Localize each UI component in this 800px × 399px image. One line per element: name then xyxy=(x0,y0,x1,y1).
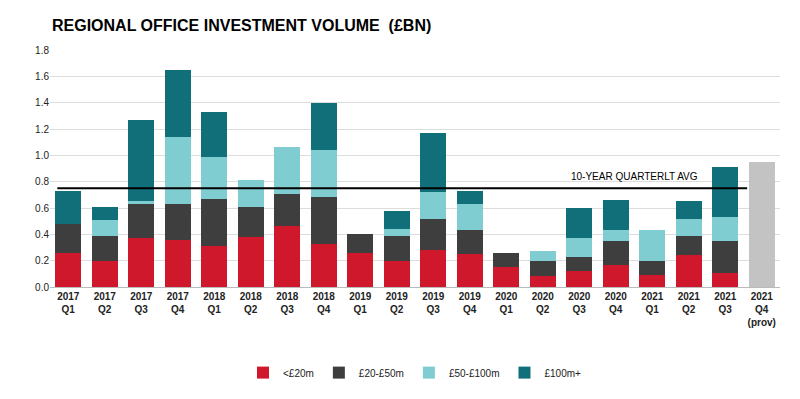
svg-text:2021Q3: 2021Q3 xyxy=(714,291,737,315)
svg-text:2019Q1: 2019Q1 xyxy=(349,291,372,315)
svg-text:0.2: 0.2 xyxy=(35,255,49,266)
svg-text:2021Q2: 2021Q2 xyxy=(678,291,701,315)
svg-text:0.8: 0.8 xyxy=(35,176,49,187)
svg-text:1.0: 1.0 xyxy=(35,150,49,161)
svg-text:2020Q1: 2020Q1 xyxy=(495,291,518,315)
svg-text:2020Q3: 2020Q3 xyxy=(568,291,591,315)
svg-text:2017Q4: 2017Q4 xyxy=(167,291,190,315)
svg-text:£50-£100m: £50-£100m xyxy=(449,368,500,379)
svg-text:2018Q4: 2018Q4 xyxy=(313,291,336,315)
svg-text:1.2: 1.2 xyxy=(35,124,49,135)
svg-text:0.6: 0.6 xyxy=(35,203,49,214)
svg-text:<£20m: <£20m xyxy=(283,368,314,379)
svg-text:0.4: 0.4 xyxy=(35,229,49,240)
svg-text:2021Q1: 2021Q1 xyxy=(641,291,664,315)
svg-text:2019Q2: 2019Q2 xyxy=(386,291,409,315)
svg-text:2017Q2: 2017Q2 xyxy=(94,291,117,315)
svg-text:1.6: 1.6 xyxy=(35,71,49,82)
svg-text:10-YEAR QUARTERLT AVG: 10-YEAR QUARTERLT AVG xyxy=(571,171,698,182)
svg-text:2019Q3: 2019Q3 xyxy=(422,291,445,315)
svg-text:0.0: 0.0 xyxy=(35,282,49,293)
svg-text:2021Q4(prov): 2021Q4(prov) xyxy=(748,291,776,328)
svg-text:2020Q4: 2020Q4 xyxy=(605,291,628,315)
svg-text:2018Q1: 2018Q1 xyxy=(203,291,226,315)
svg-text:2019Q4: 2019Q4 xyxy=(459,291,482,315)
svg-text:2018Q2: 2018Q2 xyxy=(240,291,263,315)
svg-text:2018Q3: 2018Q3 xyxy=(276,291,299,315)
svg-text:£100m+: £100m+ xyxy=(544,368,581,379)
svg-text:REGIONAL OFFICE INVESTMENT VOL: REGIONAL OFFICE INVESTMENT VOLUME (£BN) xyxy=(52,17,431,34)
svg-text:2017Q3: 2017Q3 xyxy=(130,291,153,315)
svg-text:1.4: 1.4 xyxy=(35,97,49,108)
svg-text:1.8: 1.8 xyxy=(35,45,49,56)
svg-text:2020Q2: 2020Q2 xyxy=(532,291,555,315)
svg-text:2017Q1: 2017Q1 xyxy=(57,291,80,315)
svg-text:£20-£50m: £20-£50m xyxy=(359,368,404,379)
